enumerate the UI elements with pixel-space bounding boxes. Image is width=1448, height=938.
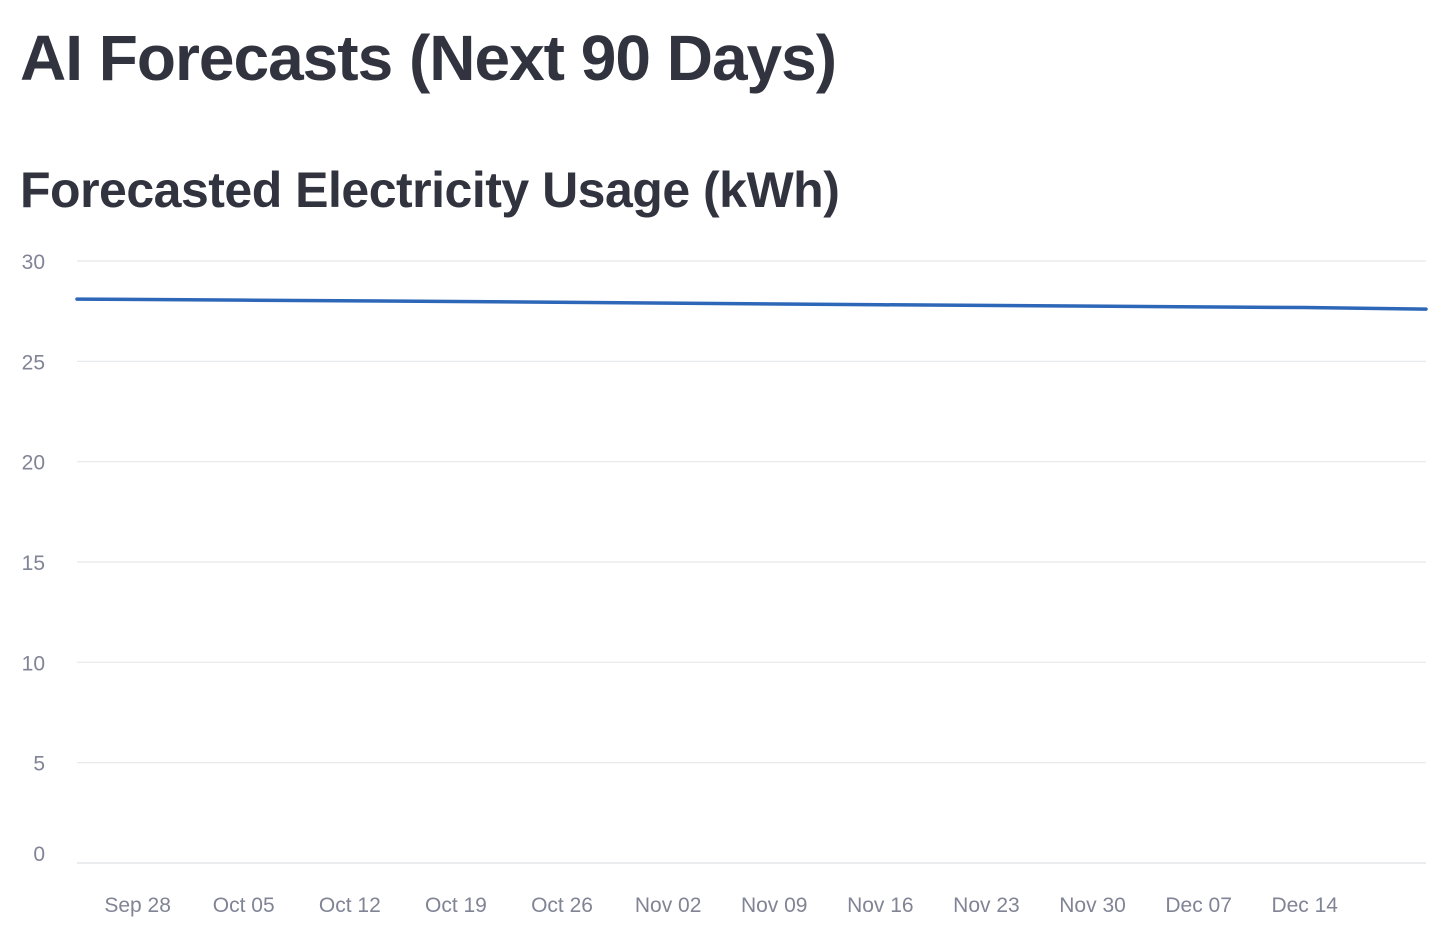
x-tick-label-oct-05: Oct 05: [213, 894, 275, 917]
y-tick-label-5: 5: [33, 753, 45, 776]
y-tick-label-20: 20: [22, 452, 45, 475]
grid-lines: [77, 260, 1426, 864]
x-tick-label-oct-19: Oct 19: [425, 894, 487, 917]
chart-title: Forecasted Electricity Usage (kWh): [20, 162, 840, 218]
x-tick-label-nov-30: Nov 30: [1059, 894, 1126, 917]
x-tick-label-oct-26: Oct 26: [531, 894, 593, 917]
y-tick-label-30: 30: [22, 251, 45, 274]
x-tick-label-oct-12: Oct 12: [319, 894, 381, 917]
x-tick-label-nov-16: Nov 16: [847, 894, 914, 917]
y-tick-label-10: 10: [22, 652, 45, 675]
page-title: AI Forecasts (Next 90 Days): [20, 22, 837, 94]
series-layer: [75, 297, 1428, 311]
y-tick-label-0: 0: [33, 843, 45, 866]
x-tick-label-dec-07: Dec 07: [1165, 894, 1232, 917]
series-line-1: [75, 297, 1428, 311]
y-axis-ticks: 0 5 10 15 20 25 30: [22, 251, 45, 866]
x-tick-label-nov-23: Nov 23: [953, 894, 1020, 917]
x-axis-ticks: Sep 28 Oct 05 Oct 12 Oct 19 Oct 26 Nov 02 Nov …: [104, 894, 1338, 917]
x-tick-label-dec-14: Dec 14: [1271, 894, 1338, 917]
x-tick-label-nov-02: Nov 02: [635, 894, 702, 917]
x-tick-label-sep-28: Sep 28: [104, 894, 171, 917]
y-tick-label-15: 15: [22, 552, 45, 575]
y-tick-label-25: 25: [22, 351, 45, 374]
x-tick-label-nov-09: Nov 09: [741, 894, 808, 917]
